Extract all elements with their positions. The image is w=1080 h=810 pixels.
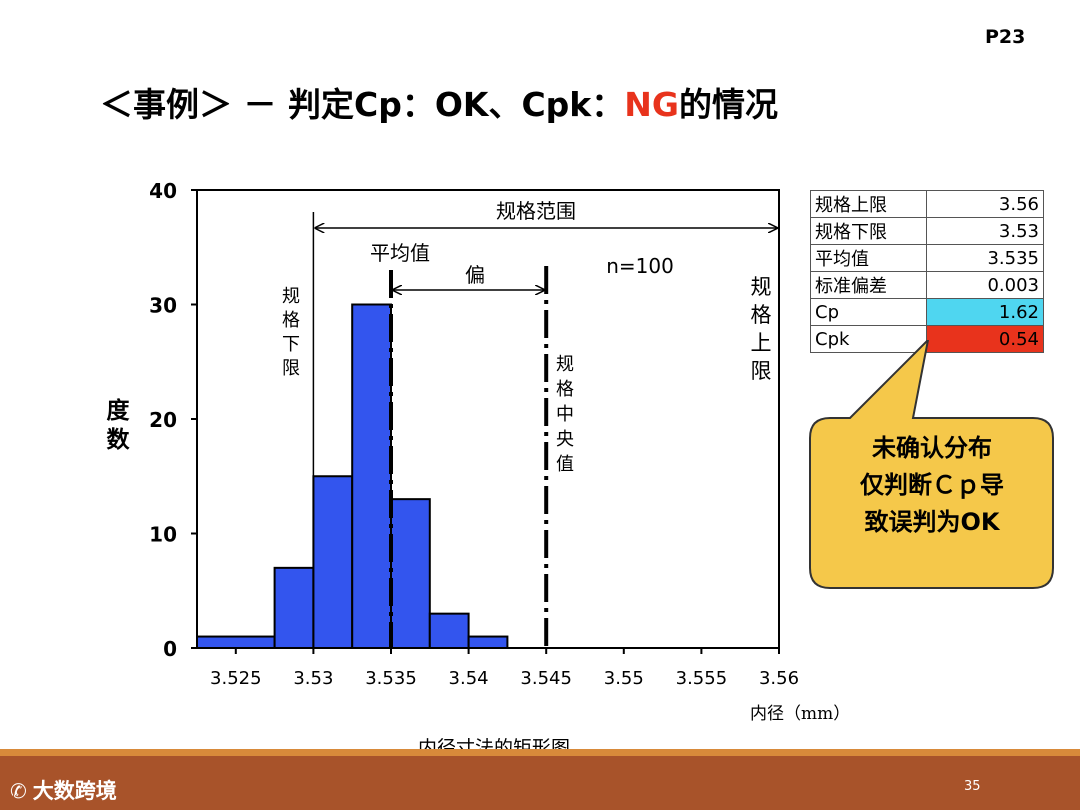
x-tick-label: 3.535 <box>365 668 417 689</box>
stats-value: 3.56 <box>926 190 1044 218</box>
center-label: 中 <box>556 404 574 425</box>
histogram-bar <box>312 475 354 649</box>
y-tick-label: 40 <box>149 179 177 203</box>
stats-value: 1.62 <box>926 298 1044 326</box>
page-number: P23 <box>985 26 1026 48</box>
stats-label: 规格下限 <box>810 217 927 245</box>
brand-icon: ✆ <box>10 779 27 803</box>
stats-label: 标准偏差 <box>810 271 927 299</box>
stats-label: 规格上限 <box>810 190 927 218</box>
lower-limit-label: 规 <box>282 286 300 307</box>
callout-line: 未确认分布 <box>872 434 992 462</box>
upper-limit-label: 规 <box>751 275 772 299</box>
mean-label: 平均值 <box>370 241 430 265</box>
brand-logo: ✆ 大数跨境 <box>10 775 117 805</box>
center-label: 格 <box>556 379 574 400</box>
stats-row: 规格下限 3.53 <box>810 217 1044 245</box>
upper-limit-label: 限 <box>751 359 772 383</box>
stats-value: 3.53 <box>926 217 1044 245</box>
x-tick-label: 3.525 <box>210 668 262 689</box>
stats-row: Cpk 0.54 <box>810 325 1044 353</box>
offset-label: 偏 <box>465 263 485 287</box>
x-tick-label: 3.545 <box>520 668 572 689</box>
spec-range-label: 规格范围 <box>496 199 576 223</box>
y-tick-label: 0 <box>163 637 177 661</box>
y-axis-label-char: 度 <box>107 397 131 424</box>
stats-label: Cp <box>810 298 927 326</box>
histogram-bar <box>273 566 315 649</box>
stats-label: 平均值 <box>810 244 927 272</box>
upper-limit-label: 格 <box>751 303 772 327</box>
stats-row: Cp 1.62 <box>810 298 1044 326</box>
histogram-bar <box>467 635 509 649</box>
stats-row: 平均值 3.535 <box>810 244 1044 272</box>
callout-text: 未确认分布 仅判断Ｃｐ导 致误判为OK <box>812 430 1052 541</box>
lower-limit-label: 格 <box>282 310 300 331</box>
histogram-bar <box>351 303 393 649</box>
y-tick-label: 30 <box>149 294 177 318</box>
stats-value: 3.535 <box>926 244 1044 272</box>
center-label: 规 <box>556 354 574 375</box>
slide-number: 35 <box>964 779 981 794</box>
lower-limit-label: 限 <box>282 358 300 379</box>
slide-title: ＜事例＞ － 判定Cp：OK、Cpk：NG的情况 <box>100 78 778 126</box>
title-ng: NG <box>624 85 679 124</box>
title-prefix: ＜事例＞ － 判定Cp：OK、Cpk： <box>100 85 625 124</box>
callout-line: 致误判为OK <box>864 508 1000 536</box>
title-suffix: 的情况 <box>678 85 778 124</box>
y-tick-label: 10 <box>149 523 177 547</box>
x-tick-label: 3.555 <box>676 668 728 689</box>
stats-row: 标准偏差 0.003 <box>810 271 1044 299</box>
lower-limit-label: 下 <box>282 334 300 355</box>
x-tick-label: 3.55 <box>604 668 644 689</box>
histogram-bar <box>196 635 276 649</box>
y-axis-label-char: 数 <box>107 426 131 453</box>
histogram-bar <box>428 612 470 650</box>
stats-value: 0.003 <box>926 271 1044 299</box>
brand-name: 大数跨境 <box>32 779 117 803</box>
stats-label: Cpk <box>810 325 927 353</box>
center-label: 值 <box>556 454 574 475</box>
footer-bar <box>0 749 1080 810</box>
histogram-bar <box>390 498 431 649</box>
stats-table: 规格上限 3.56 规格下限 3.53 平均值 3.535 标准偏差 0.003 Cp 1.62 C… <box>810 190 1044 353</box>
histogram-chart: 0 10 20 30 40 3.525 3.53 3.535 3.54 3.545 3.55 3.55… <box>107 179 851 724</box>
x-axis-label: 内径（mm） <box>750 704 850 724</box>
x-tick-label: 3.53 <box>293 668 333 689</box>
y-tick-label: 20 <box>149 408 177 432</box>
x-tick-label: 3.54 <box>449 668 489 689</box>
callout-bubble <box>809 340 1054 589</box>
callout-line: 仅判断Ｃｐ导 <box>860 471 1004 499</box>
center-label: 央 <box>556 429 574 450</box>
upper-limit-label: 上 <box>751 331 772 355</box>
sample-size-label: n=100 <box>606 254 674 278</box>
x-tick-label: 3.56 <box>759 668 799 689</box>
stats-value: 0.54 <box>926 325 1044 353</box>
stats-row: 规格上限 3.56 <box>810 190 1044 218</box>
